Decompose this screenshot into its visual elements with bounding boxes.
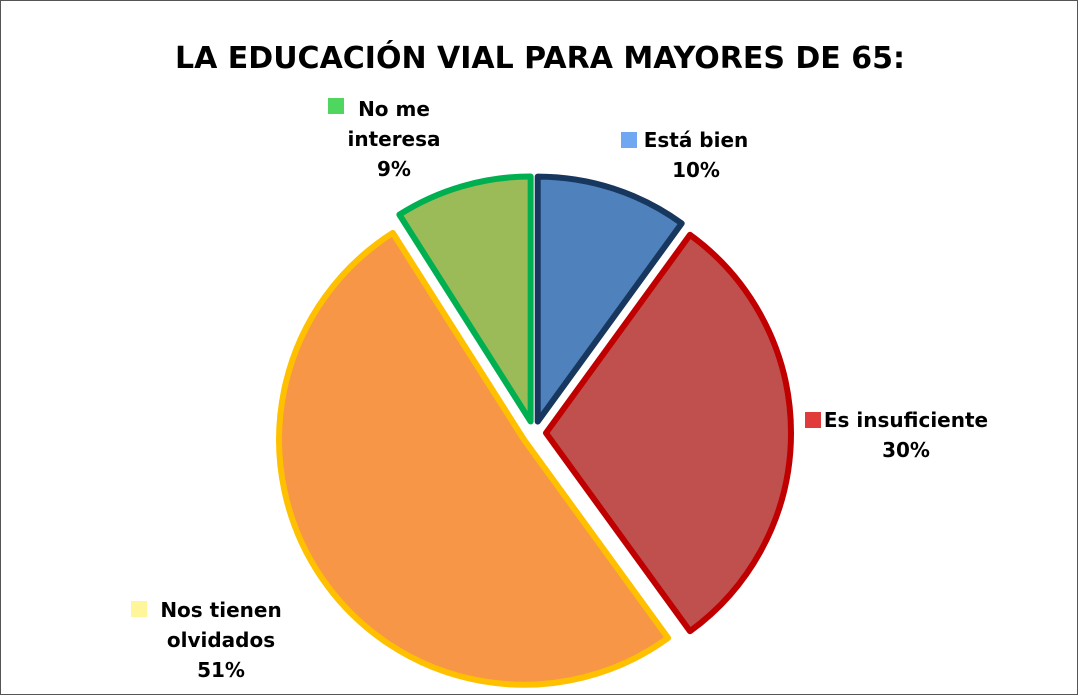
slice-label: Es insuficiente 30% (821, 405, 991, 465)
pie-slice (534, 173, 685, 425)
legend-key (131, 601, 147, 617)
legend-key (328, 98, 344, 114)
chart-title: LA EDUCACIÓN VIAL PARA MAYORES DE 65: (175, 41, 905, 76)
slice-label-value: 9% (377, 157, 411, 181)
pie-slice (276, 229, 672, 688)
pie-slice (543, 231, 794, 635)
slice-label-category: Nos tienen olvidados (160, 598, 282, 652)
legend-key (621, 132, 637, 148)
slice-label-value: 30% (882, 438, 930, 462)
slice-label-category: Está bien (643, 128, 749, 152)
legend-key (805, 412, 821, 428)
slice-label-category: Es insuficiente (823, 408, 989, 432)
slice-label-value: 10% (672, 158, 720, 182)
slice-label: No me interesa 9% (319, 94, 469, 184)
slice-label-value: 51% (197, 658, 245, 682)
slice-label: Está bien 10% (611, 125, 781, 185)
slice-label-category: No me interesa (347, 97, 441, 151)
pie-slice (396, 173, 534, 425)
slice-label: Nos tienen olvidados 51% (126, 595, 316, 685)
